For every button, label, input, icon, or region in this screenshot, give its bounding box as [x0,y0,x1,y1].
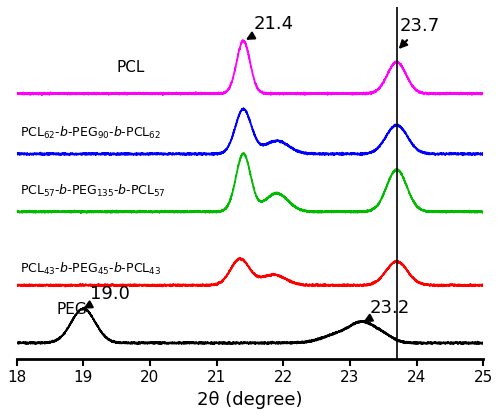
Text: 23.7: 23.7 [400,17,440,47]
Text: PCL$_{57}$-$b$-PEG$_{135}$-$b$-PCL$_{57}$: PCL$_{57}$-$b$-PEG$_{135}$-$b$-PCL$_{57}… [20,183,166,198]
Text: 23.2: 23.2 [365,299,410,321]
X-axis label: 2θ (degree): 2θ (degree) [198,391,303,409]
Text: PCL$_{43}$-$b$-PEG$_{45}$-$b$-PCL$_{43}$: PCL$_{43}$-$b$-PEG$_{45}$-$b$-PCL$_{43}$ [20,261,161,277]
Text: 19.0: 19.0 [85,285,130,308]
Text: PEG: PEG [56,302,88,317]
Text: PCL: PCL [116,60,145,75]
Text: 21.4: 21.4 [248,15,294,39]
Text: PCL$_{62}$-$b$-PEG$_{90}$-$b$-PCL$_{62}$: PCL$_{62}$-$b$-PEG$_{90}$-$b$-PCL$_{62}$ [20,125,161,141]
